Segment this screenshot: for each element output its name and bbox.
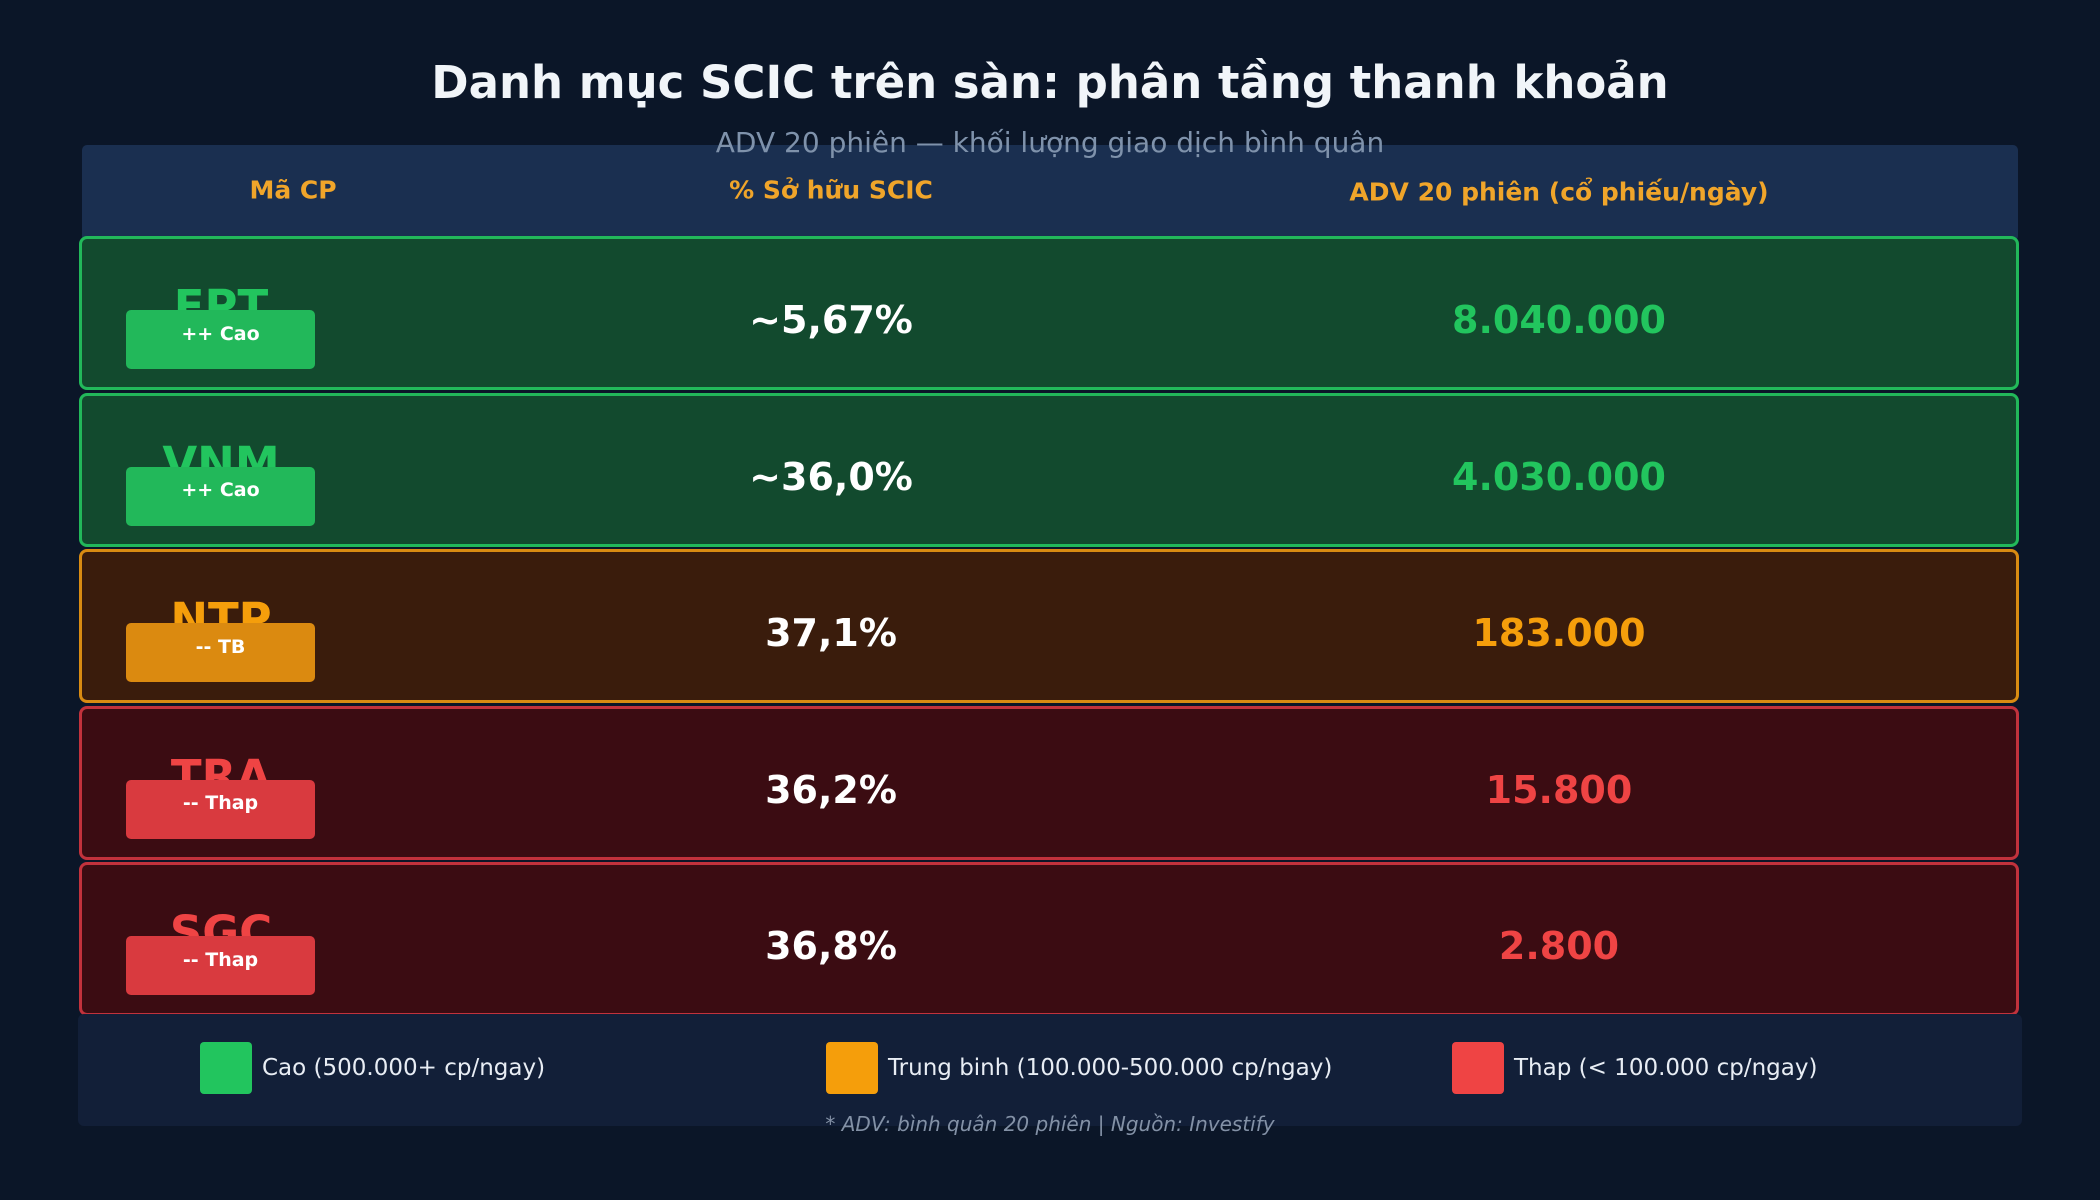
table-row (79, 549, 2019, 703)
liquidity-badge: ++ Cao (126, 466, 315, 526)
table-row (79, 705, 2019, 860)
adv-value: 2.800 (1498, 924, 1620, 968)
liquidity-badge: -- TB (126, 623, 315, 682)
legend-swatch-thap (1452, 1042, 1504, 1094)
liquidity-badge-label: -- Thap (182, 792, 259, 814)
legend-swatch-cao (200, 1042, 252, 1094)
liquidity-badge-label: ++ Cao (181, 322, 260, 345)
legend-swatch-tb (826, 1042, 878, 1094)
legend-item-thap: Thap (< 100.000 cp/ngay) (1452, 1042, 1817, 1094)
ownership-value: 36,2% (765, 767, 897, 812)
legend-item-cao: Cao (500.000+ cp/ngay) (200, 1042, 545, 1094)
column-header-ownership: % Sở hữu SCIC (729, 175, 933, 205)
legend-item-tb: Trung binh (100.000-500.000 cp/ngay) (826, 1042, 1332, 1094)
column-header-adv: ADV 20 phiên (cổ phiếu/ngày) (1349, 177, 1769, 207)
liquidity-badge-label: -- TB (195, 635, 246, 658)
table-header (82, 145, 2018, 241)
footnote: * ADV: bình quân 20 phiên | Nguồn: Inves… (825, 1112, 1275, 1136)
ownership-value: 36,8% (765, 924, 897, 968)
table-row (79, 236, 2019, 390)
legend (78, 1014, 2022, 1126)
liquidity-badge-label: ++ Cao (181, 479, 260, 501)
adv-value: 4.030.000 (1452, 454, 1666, 499)
adv-value: 183.000 (1472, 611, 1646, 655)
adv-value: 8.040.000 (1452, 298, 1666, 342)
liquidity-badge: -- Thap (126, 936, 315, 995)
legend-label-tb: Trung binh (100.000-500.000 cp/ngay) (888, 1055, 1333, 1081)
legend-label-cao: Cao (500.000+ cp/ngay) (262, 1055, 546, 1081)
table-row (79, 392, 2019, 547)
liquidity-badge: -- Thap (126, 779, 315, 839)
adv-value: 15.800 (1485, 767, 1633, 812)
liquidity-badge: ++ Cao (126, 310, 315, 369)
chart-subtitle: ADV 20 phiên — khối lượng giao dịch bình… (715, 126, 1385, 159)
ownership-value: ~36,0% (749, 454, 913, 499)
legend-label-thap: Thap (< 100.000 cp/ngay) (1514, 1055, 1818, 1081)
ownership-value: 37,1% (765, 611, 897, 655)
chart-title: Danh mục SCIC trên sàn: phân tầng thanh … (431, 56, 1669, 109)
ownership-value: ~5,67% (749, 298, 913, 342)
column-header-ticker: Mã CP (249, 175, 337, 205)
table-row (79, 862, 2019, 1016)
liquidity-badge-label: -- Thap (182, 948, 259, 971)
